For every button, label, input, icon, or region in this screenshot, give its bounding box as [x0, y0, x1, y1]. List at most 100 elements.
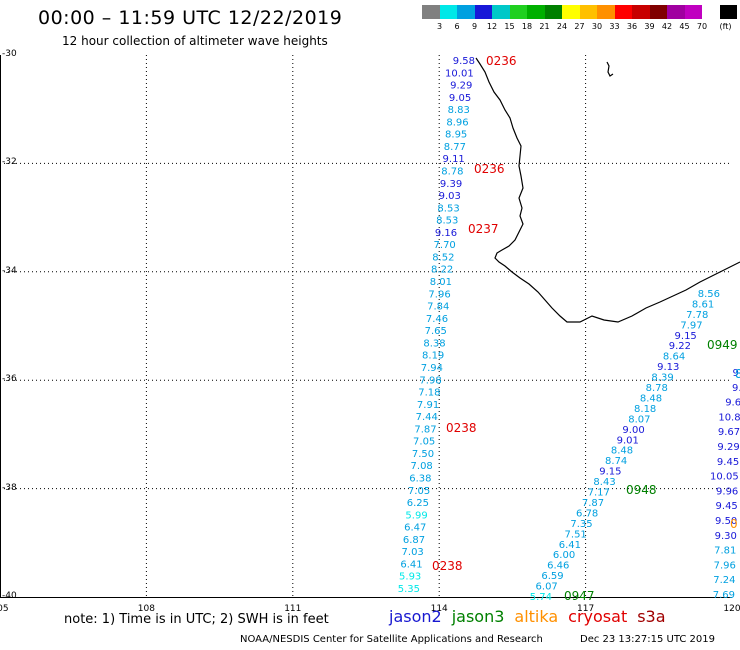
- map-subtitle: 12 hour collection of altimeter wave hei…: [62, 34, 328, 48]
- legend-swatch: [457, 5, 475, 19]
- wave-height-value: 9.30: [715, 531, 737, 542]
- wave-height-value: 6.47: [404, 523, 426, 534]
- pass-time-label: 0237: [468, 222, 499, 236]
- legend-tick-label: 6: [454, 22, 460, 31]
- track-c: 9. 9. 9.6 10.8 9.67 9.29 9.45 10.05 9.96 9.45 9.50…: [710, 368, 740, 601]
- satellite-legend-cryosat: cryosat: [568, 607, 628, 626]
- pass-time-label: 0949: [707, 338, 738, 352]
- wave-height-value: 8.83: [448, 105, 470, 116]
- wave-height-value: 7.17: [588, 488, 610, 499]
- wave-height-value: 9.: [732, 383, 740, 394]
- wave-height-value: 9.50: [715, 516, 737, 527]
- legend-swatch: [719, 5, 737, 19]
- wave-height-value: 9.16: [435, 228, 457, 239]
- wave-height-value: 9.05: [449, 93, 471, 104]
- wave-height-value: 7.87: [414, 424, 436, 435]
- legend-tick-label: 18: [521, 22, 533, 31]
- wave-height-value: 9.03: [439, 191, 461, 202]
- legend-swatch: [492, 5, 510, 19]
- legend-swatch: [667, 5, 685, 19]
- satellite-legend-jason2: jason2: [389, 607, 442, 626]
- wave-height-value: 8.39: [651, 373, 673, 384]
- wave-height-value: 6.78: [576, 508, 598, 519]
- wave-height-value: 9.45: [717, 457, 739, 468]
- wave-height-value: 6.41: [400, 559, 422, 570]
- pass-time-labels: 0236 0236 0237 0238 0238 0949 0948 0947 8 0: [432, 54, 740, 603]
- satellite-legend-altika: altika: [514, 607, 559, 626]
- wave-height-value: 9.6: [725, 398, 740, 409]
- wave-height-value: 8.18: [634, 404, 656, 415]
- wave-height-value: 10.05: [710, 472, 739, 483]
- latitude-label: -40: [2, 591, 17, 601]
- longitude-label: 117: [577, 604, 595, 614]
- wave-height-value: 8.52: [432, 253, 454, 264]
- wave-height-value: 7.24: [713, 575, 735, 586]
- legend-swatch: [439, 5, 457, 19]
- longitude-label: 111: [284, 604, 302, 614]
- wave-height-value: 7.70: [434, 240, 456, 251]
- legend-swatch: [684, 5, 702, 19]
- legend-swatch: [614, 5, 632, 19]
- wave-height-value: 7.46: [426, 314, 448, 325]
- legend-swatch: [474, 5, 492, 19]
- wave-height-value: 7.18: [418, 388, 440, 399]
- wave-height-value: 8.01: [430, 277, 452, 288]
- wave-height-value: 8.38: [423, 338, 445, 349]
- pass-time-label: 8: [735, 367, 740, 381]
- latitude-label: -38: [2, 482, 17, 493]
- wave-height-value: 6.25: [407, 498, 429, 509]
- legend-tick-label: 39: [644, 22, 655, 31]
- wave-height-value: 7.69: [713, 590, 735, 601]
- legend-swatch: [649, 5, 667, 19]
- wave-height-value: 9.11: [443, 154, 465, 165]
- wave-height-value: 8.74: [605, 456, 627, 467]
- legend-tick-label: 3: [436, 22, 443, 31]
- wave-height-value: 9.22: [669, 341, 691, 352]
- legend-swatch: [422, 5, 440, 19]
- longitude-label: 120: [723, 604, 740, 614]
- wave-height-value: 5.93: [399, 572, 421, 583]
- pass-time-label: 0238: [446, 421, 477, 435]
- wave-height-value: 8.61: [692, 299, 714, 310]
- wave-height-value: 7.08: [411, 461, 433, 472]
- wave-height-value: 7.65: [425, 326, 447, 337]
- wave-height-value: 9.15: [675, 331, 697, 342]
- legend-swatch: [597, 5, 615, 19]
- wave-height-value: 5.74: [530, 592, 552, 603]
- wave-height-value: 7.44: [416, 412, 438, 423]
- longitude-label: 105: [0, 604, 9, 614]
- wave-height-value: 6.38: [409, 474, 431, 485]
- latitude-label: -34: [2, 265, 17, 276]
- map-grid: [0, 55, 732, 598]
- pass-time-label: 0238: [432, 559, 463, 573]
- wave-height-value: 6.07: [536, 582, 558, 593]
- legend-tick-label: 70: [696, 22, 708, 31]
- legend-tick-label: 27: [574, 22, 585, 31]
- wave-height-value: 9.00: [622, 425, 644, 436]
- island-coastline: [606, 61, 614, 77]
- wave-height-value: 7.51: [565, 529, 587, 540]
- pass-time-label: 0236: [486, 54, 517, 68]
- wave-height-value: 9.29: [450, 81, 472, 92]
- legend-swatch: [509, 5, 527, 19]
- australia-coastline: [475, 57, 740, 323]
- legend-swatch: [632, 5, 650, 19]
- wave-height-value: 6.59: [541, 571, 563, 582]
- wave-height-value: 7.91: [417, 400, 439, 411]
- wave-height-value: 8.19: [422, 351, 444, 362]
- wave-height-value: 9.13: [657, 362, 679, 373]
- pass-time-label: 0: [730, 517, 738, 531]
- pass-time-label: 0947: [564, 589, 595, 603]
- wave-height-value: 8.95: [445, 130, 467, 141]
- legend-swatch: [562, 5, 580, 19]
- legend-tick-label: 45: [679, 22, 690, 31]
- wave-height-value: 9.01: [617, 435, 639, 446]
- legend-swatch: [544, 5, 562, 19]
- wave-height-value: 6.87: [403, 535, 425, 546]
- latitude-label: -30: [2, 49, 17, 59]
- wave-height-value: 9.67: [718, 427, 740, 438]
- wave-height-value: 8.53: [437, 203, 459, 214]
- wave-height-value: 8.48: [611, 446, 633, 457]
